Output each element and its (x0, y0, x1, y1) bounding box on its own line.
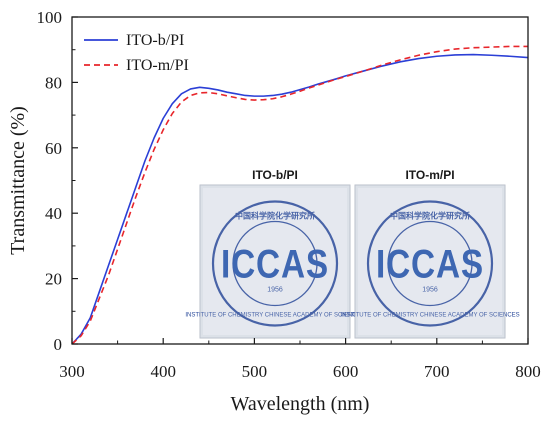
inset-photo: ITO-b/PI ICCAS1956 中国科学院化学研究所 INSTITUTE OF … (185, 168, 365, 339)
inset-photo: ITO-m/PI ICCAS1956 中国科学院化学研究所 INSTITUTE OF … (340, 168, 520, 339)
x-tick-label: 400 (150, 362, 176, 381)
seal-chinese-text: 中国科学院化学研究所 (235, 211, 315, 221)
seal-inner-ring (387, 220, 473, 307)
seal-inner-ring (232, 220, 318, 307)
seal-year: 1956 (422, 287, 438, 294)
seal-logo-text: ICCAS (376, 243, 484, 287)
seal-year: 1956 (267, 287, 283, 294)
legend-label: ITO-b/PI (126, 32, 184, 49)
y-tick-label: 40 (45, 204, 62, 223)
series-line-ito-m-pi (71, 45, 528, 345)
photo-caption: ITO-m/PI (405, 168, 454, 182)
seal-chinese-text: 中国科学院化学研究所 (390, 211, 470, 221)
y-tick-label: 60 (45, 139, 62, 158)
seal-english-text: INSTITUTE OF CHEMISTRY CHINESE ACADEMY O… (185, 313, 364, 319)
x-tick-label: 600 (333, 362, 359, 381)
seal-english-text: INSTITUTE OF CHEMISTRY CHINESE ACADEMY O… (340, 313, 519, 319)
seal-outer-ring (211, 200, 339, 327)
x-tick-label: 800 (515, 362, 541, 381)
photo-caption: ITO-b/PI (252, 168, 298, 182)
seal-outer-ring (366, 200, 494, 327)
photo-glare (355, 185, 505, 338)
legend: ITO-b/PI ITO-m/PI (84, 32, 189, 74)
seal-logo-text: ICCAS (221, 243, 329, 287)
y-tick-label: 20 (45, 270, 62, 289)
x-tick-label: 700 (424, 362, 450, 381)
x-tick-label: 500 (242, 362, 268, 381)
x-axis-title: Wavelength (nm) (231, 393, 370, 415)
inset-photos: ITO-b/PIICCAS1956中国科学院化学研究所INSTITUTE OF … (185, 168, 520, 339)
y-tick-label: 80 (45, 73, 62, 92)
legend-label: ITO-m/PI (126, 57, 189, 74)
x-tick-label: 300 (59, 362, 85, 381)
y-axis-title: Transmittance (%) (7, 106, 29, 255)
photo-film (203, 188, 347, 335)
axis-ticks: 300 400 500 600 700 800 0 20 40 60 80 100 (37, 8, 541, 381)
series-line-ito-b-pi (71, 53, 529, 345)
y-tick-label: 100 (37, 8, 63, 27)
photo-film (358, 188, 502, 335)
series-layer (71, 45, 529, 345)
y-tick-label: 0 (54, 335, 63, 354)
photo-glare (200, 185, 350, 338)
